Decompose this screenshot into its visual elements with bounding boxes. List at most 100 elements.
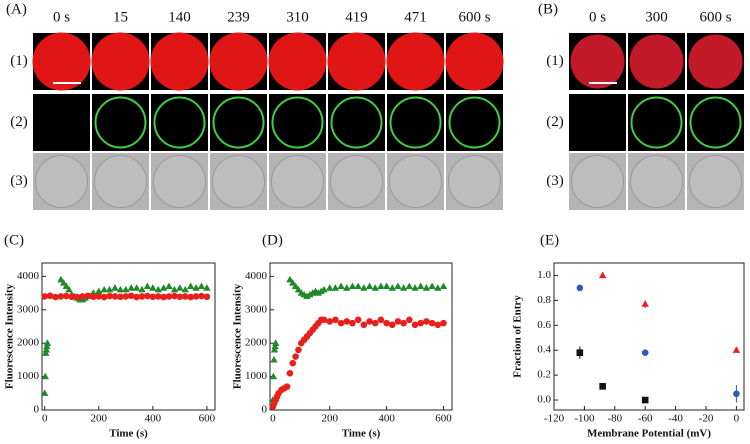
point [439,282,448,290]
point [105,285,114,293]
time-label: 300 [645,9,668,25]
image-green [92,94,149,151]
image-green [269,94,326,151]
time-label: 0 s [589,9,606,25]
point [122,293,130,300]
point [181,293,189,300]
point [337,319,345,327]
point [143,282,152,290]
point [289,279,297,286]
vesicle [327,32,386,91]
x-tick-label: -40 [668,413,683,425]
vesicle-outline [212,155,265,208]
y-tick-label: 0 [262,404,268,416]
point [186,282,195,290]
point [423,318,430,325]
point [422,284,431,291]
point [271,339,280,346]
vesicle-ring [212,96,265,149]
y-tick-label: 2000 [17,337,40,349]
y-tick-label: 3000 [245,303,268,315]
y-tick-label: 0 [34,404,40,416]
plot-frame [41,262,216,411]
point [320,285,328,293]
point [68,293,76,301]
point [348,282,357,290]
point [198,292,205,300]
point [394,282,402,290]
point [192,284,200,291]
point [46,292,54,300]
point [289,359,297,367]
point [176,284,184,291]
point [203,284,211,291]
vesicle-outline [271,155,324,208]
point [377,282,385,290]
point [343,284,351,291]
x-tick-label: 0 [42,413,48,425]
image-green [446,94,503,151]
point [187,293,194,301]
x-tick-label: -60 [638,413,653,425]
point [400,319,407,327]
vesicle [570,34,625,89]
point [294,285,303,293]
point [154,285,162,293]
vesicle [386,32,445,91]
point [111,284,119,291]
x-tick-label: 0 [270,413,276,425]
x-tick-label: 400 [378,413,395,425]
y-tick-label: 1.0 [537,269,551,281]
point [170,285,179,293]
vesicle-outline [35,155,88,208]
point [434,284,442,291]
image-green [387,94,444,151]
point [317,287,325,295]
point [599,383,606,390]
point [41,389,49,396]
y-tick-label: 2000 [245,337,268,349]
vesicle [268,32,327,91]
image-green [210,94,267,151]
vesicle-outline [94,155,147,208]
point [326,318,334,325]
x-tick-label: -120 [544,413,565,425]
point [332,316,339,324]
vesicle [209,32,268,91]
x-tick-label: 600 [199,413,216,425]
vesicle [629,34,684,89]
y-axis-label: Fraction of Entry [512,295,524,378]
point [406,316,413,324]
point [116,285,125,293]
vesicle-ring [94,96,147,149]
vesicle-outline [330,155,383,208]
y-tick-label: 0.6 [537,319,551,331]
point [349,319,356,327]
point [377,316,385,324]
y-tick-label: 1000 [17,370,40,382]
vesicle-ring [689,96,742,149]
point [286,275,294,283]
vesicle-ring [271,96,324,149]
point [57,293,65,300]
point [79,293,86,300]
y-tick-label: 0.2 [537,369,551,381]
point [149,284,157,291]
point [160,293,167,301]
plot-frame [553,262,745,411]
point [428,319,436,327]
point [411,284,419,291]
vesicle-outline [689,155,742,208]
point [270,345,279,353]
panel-label: (E) [540,232,559,248]
point [576,349,584,356]
time-label: 310 [286,9,309,25]
point [269,372,278,380]
point [127,292,135,300]
point [733,390,740,398]
image-green [687,94,744,151]
point [271,342,279,350]
point [90,293,97,301]
point [283,383,291,390]
